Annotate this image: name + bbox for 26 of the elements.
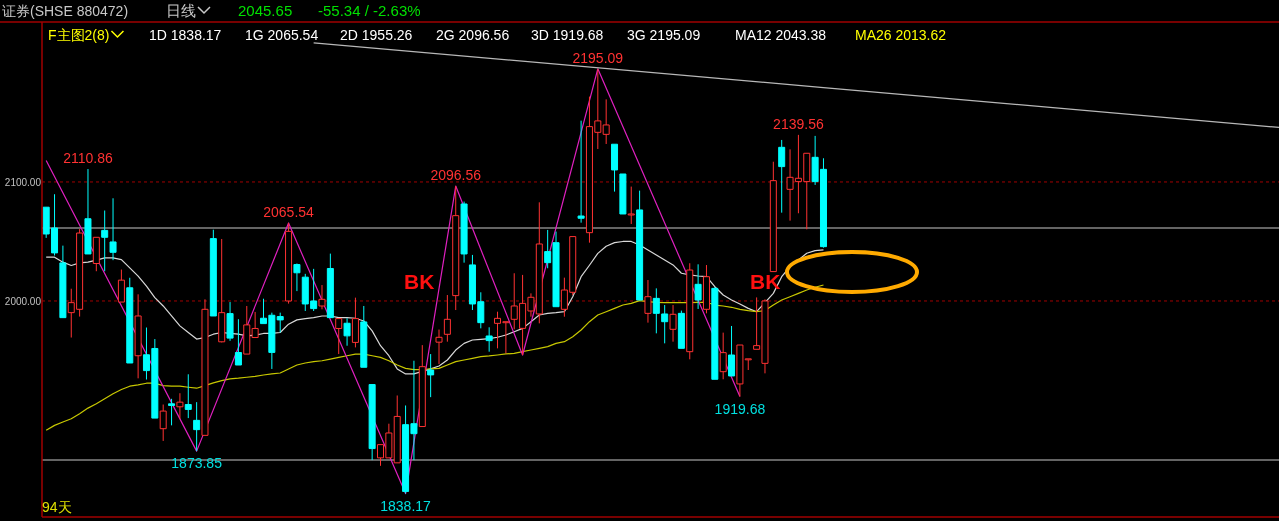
annotation: F主图2(8) xyxy=(48,27,110,43)
annotation: 1838.17 xyxy=(380,497,432,514)
text: MA26 2013.62 xyxy=(855,27,947,43)
annotation: 1873.85 xyxy=(171,455,223,472)
text: -55.34 / -2.63% xyxy=(318,2,421,19)
y-tick-label: 2100.00 xyxy=(4,176,42,188)
annotation: BK xyxy=(750,270,781,293)
chart-title: 证券(SHSE 880472) xyxy=(2,3,129,19)
annotation: 94天 xyxy=(42,499,72,515)
annotation: 3G 2195.09 xyxy=(627,27,701,43)
annotation: MA12 2043.38 xyxy=(735,27,827,43)
annotation: 1D 1838.17 xyxy=(149,27,222,43)
annotation: BK xyxy=(404,270,435,293)
annotation: 2096.56 xyxy=(430,167,482,184)
y-tick-label: 2000.00 xyxy=(4,295,42,307)
annotation: 2G 2096.56 xyxy=(436,27,510,43)
annotation: 1G 2065.54 xyxy=(245,27,319,43)
annotation: 2110.86 xyxy=(63,150,113,167)
annotation: 2195.09 xyxy=(572,49,624,66)
annotation: 1919.68 xyxy=(714,400,766,417)
annotation: 2065.54 xyxy=(263,203,315,220)
annotation: 2D 1955.26 xyxy=(340,27,413,43)
annotation: 2139.56 xyxy=(773,115,824,132)
text: 2045.65 xyxy=(238,2,293,19)
annotation: 3D 1919.68 xyxy=(531,27,604,43)
text: 日线 xyxy=(166,2,196,19)
